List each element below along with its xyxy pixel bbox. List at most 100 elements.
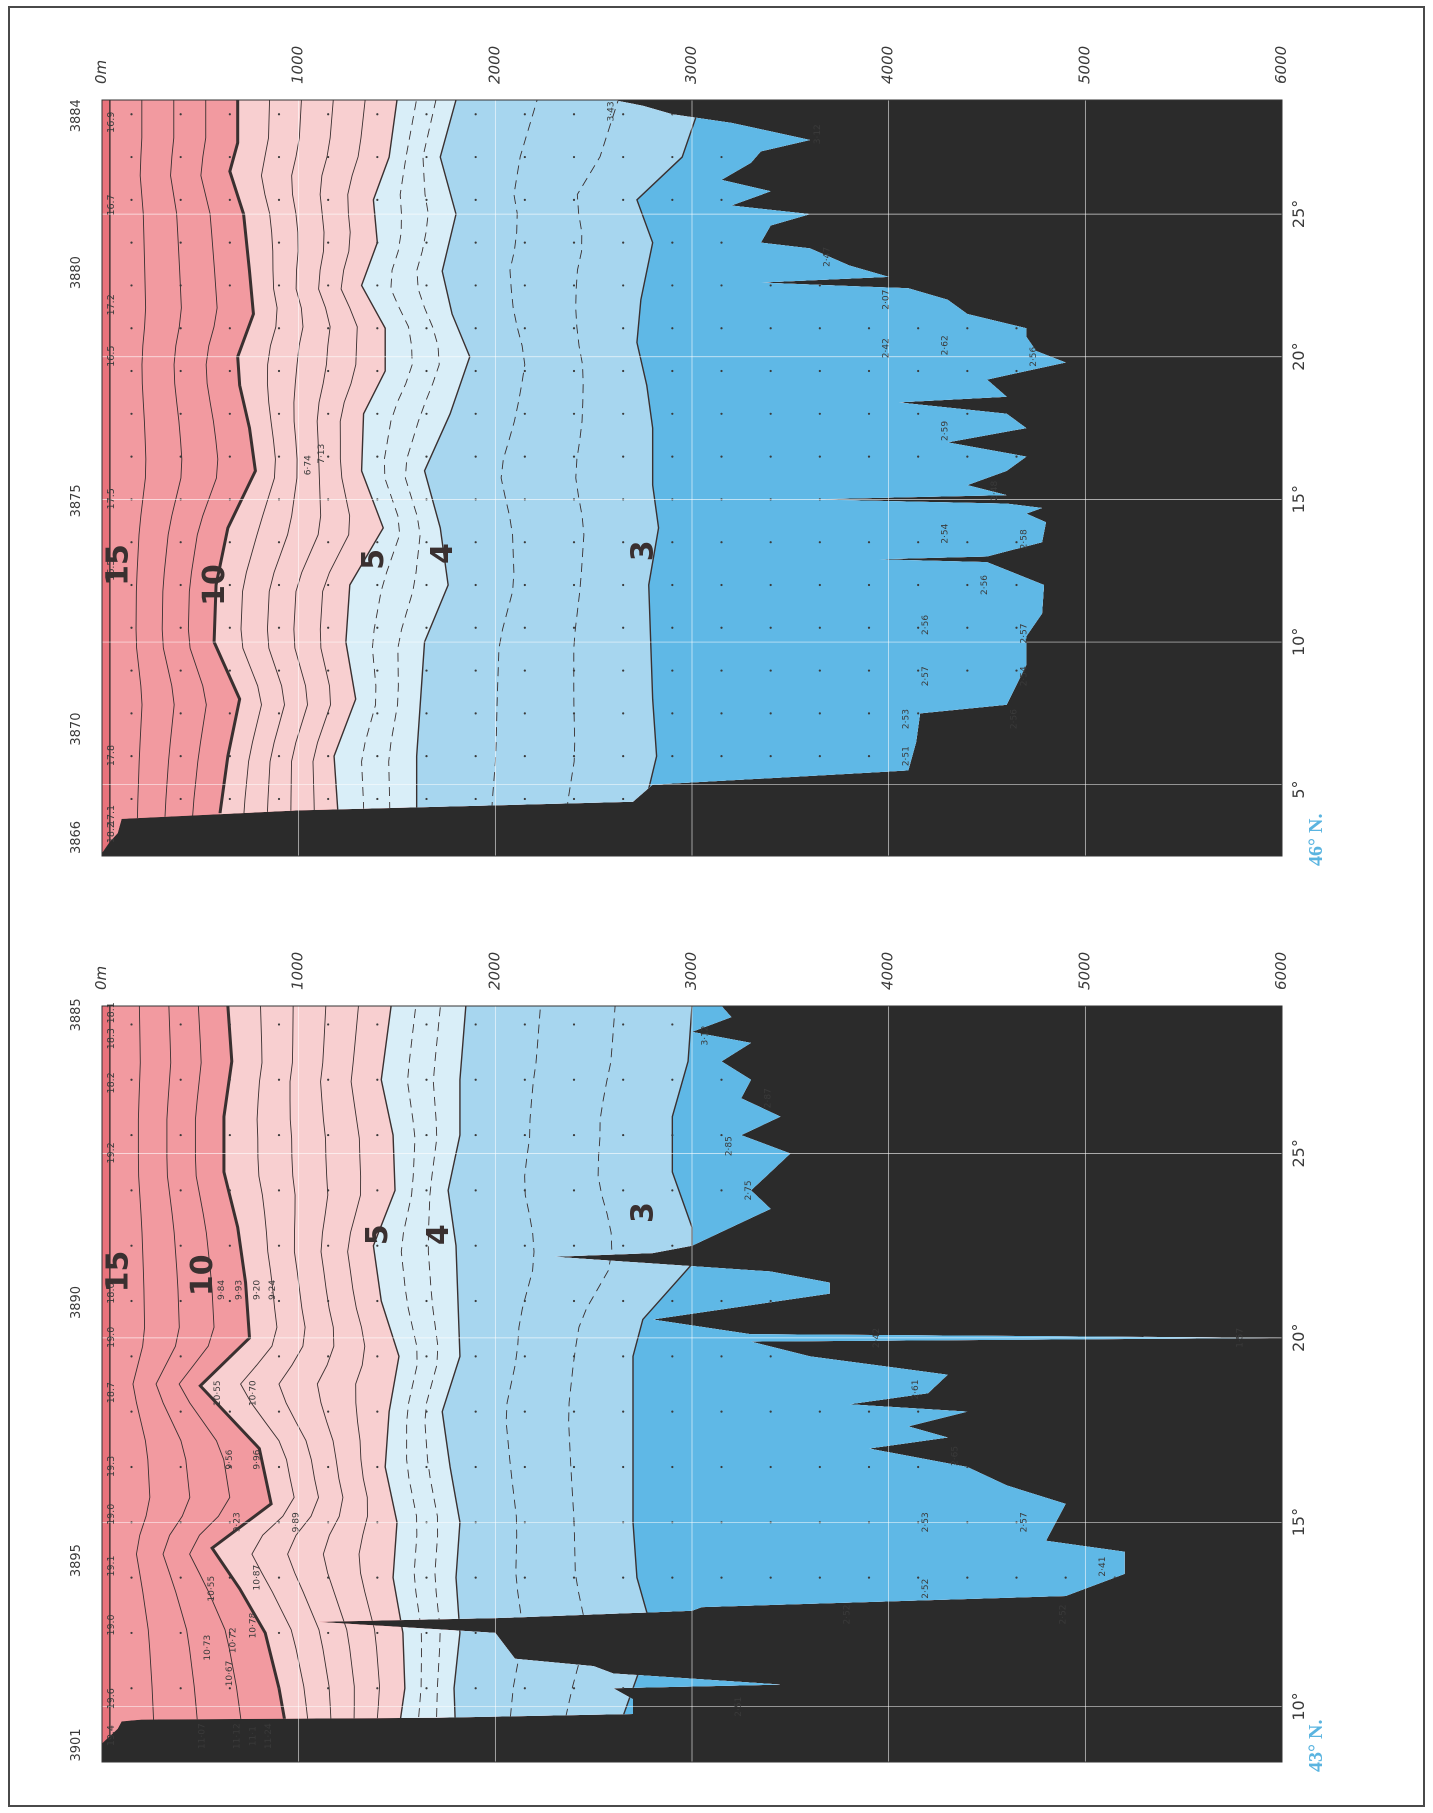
sample-dot	[179, 1631, 182, 1635]
sample-dot	[130, 626, 133, 629]
sample-dot	[671, 1133, 674, 1137]
sample-temperature-label: 11·12	[233, 1723, 243, 1749]
sample-dot	[720, 626, 723, 629]
sample-temperature-label: 2·61	[911, 1380, 921, 1400]
sample-dot	[769, 712, 772, 715]
sample-dot	[228, 1576, 231, 1579]
sample-dot	[572, 1244, 576, 1247]
sample-dot	[523, 712, 526, 715]
surface-temperature: 18.2	[106, 822, 117, 843]
sample-temperature-label: 10·78	[248, 1612, 258, 1638]
section-46N: 0m 1000 2000 3000 4000 5000 6000 5° 10° 15° 20° 25°…	[50, 14, 1410, 894]
sample-temperature-label: 2·75	[744, 1180, 754, 1200]
sample-dot	[474, 583, 477, 587]
sample-dot	[130, 241, 133, 244]
sample-dot	[671, 1189, 674, 1192]
sample-dot	[228, 113, 231, 116]
sample-dot	[622, 327, 625, 330]
sample-dot	[622, 1133, 625, 1137]
band-below-t3	[636, 100, 1066, 854]
sample-dot	[523, 1355, 526, 1358]
sample-dot	[474, 1687, 477, 1690]
sample-dot	[523, 284, 526, 287]
sample-dot	[523, 1133, 526, 1137]
sample-dot	[425, 712, 428, 715]
surface-temperature: 19.3	[106, 1456, 117, 1477]
surface-temperature: 19.1	[106, 1555, 117, 1576]
sample-dot	[818, 541, 821, 544]
sample-dot	[572, 113, 576, 116]
sample-temperature-label: 2·52	[921, 1579, 931, 1599]
sample-dot	[228, 1687, 231, 1690]
depth-tick-label: 1000	[289, 46, 307, 84]
sample-dot	[720, 1133, 723, 1137]
sample-dot	[376, 1023, 379, 1026]
sample-dot	[425, 755, 428, 758]
sample-dot	[523, 797, 526, 801]
sample-dot	[671, 1023, 674, 1026]
sample-dot	[572, 1299, 576, 1303]
sample-dot	[474, 1355, 477, 1358]
sample-dot	[671, 284, 674, 287]
isotherm-minor-warm-2	[187, 100, 219, 854]
sample-temperature-label: 2·58	[1019, 529, 1029, 549]
sample-temperature-label: 3·12	[701, 1025, 711, 1045]
sample-dot	[179, 327, 182, 330]
section-43N: 0m 1000 2000 3000 4000 5000 6000 10° 15° 20° 25° 39…	[50, 920, 1410, 1800]
isotherm-minor-mid-2	[290, 100, 334, 854]
station-number: 3901	[69, 1728, 84, 1761]
sample-dot	[228, 755, 231, 758]
sample-dot	[130, 583, 133, 587]
sample-dot	[474, 1576, 477, 1579]
sample-dot	[376, 797, 379, 801]
sample-dot	[622, 1576, 625, 1579]
sample-dot	[228, 1078, 231, 1081]
sample-dot	[671, 583, 674, 587]
sample-dot	[130, 712, 133, 715]
station-number: 3875	[69, 484, 84, 517]
sample-temperature-label: 9·23	[233, 1512, 243, 1532]
sample-dot	[769, 1576, 772, 1579]
sample-dot	[867, 541, 871, 544]
sample-dot	[720, 1465, 723, 1469]
sample-dot	[327, 1078, 330, 1081]
sample-dot	[277, 712, 281, 715]
sample-dot	[867, 583, 871, 587]
sample-dot	[327, 755, 330, 758]
sample-dot	[966, 327, 969, 330]
sample-dot	[327, 1576, 330, 1579]
sample-dot	[277, 541, 281, 544]
sample-dot	[818, 1465, 821, 1469]
sample-dot	[867, 1465, 871, 1469]
station-number: 3880	[69, 256, 84, 289]
sample-dot	[572, 369, 576, 373]
sample-dot	[572, 669, 576, 672]
sample-dot	[622, 1410, 625, 1413]
sample-dot	[572, 626, 576, 629]
sample-dot	[818, 626, 821, 629]
sample-dot	[376, 1244, 379, 1247]
depth-tick-label: 0m	[92, 966, 110, 990]
sample-dot	[130, 369, 133, 373]
sample-dot	[425, 327, 428, 330]
sample-dot	[425, 669, 428, 672]
surface-temperature: 17.1	[106, 805, 117, 826]
sample-dot	[523, 1078, 526, 1081]
sample-dot	[720, 284, 723, 287]
sample-dot	[622, 1299, 625, 1303]
sample-dot	[425, 1410, 428, 1413]
sample-dot	[1015, 1576, 1018, 1579]
sample-dot	[327, 412, 330, 415]
surface-temperature: 19.0	[106, 1504, 117, 1525]
sample-dot	[228, 412, 231, 415]
sample-dot	[622, 284, 625, 287]
isotherm-minor-mid-0	[240, 1006, 311, 1744]
sample-dot	[179, 1133, 182, 1137]
sample-dot	[769, 455, 772, 458]
sample-dot	[523, 1299, 526, 1303]
sample-dot	[966, 369, 969, 373]
sample-dot	[130, 412, 133, 415]
sample-dot	[228, 284, 231, 287]
sample-dot	[327, 1133, 330, 1137]
sample-dot	[277, 1465, 281, 1469]
